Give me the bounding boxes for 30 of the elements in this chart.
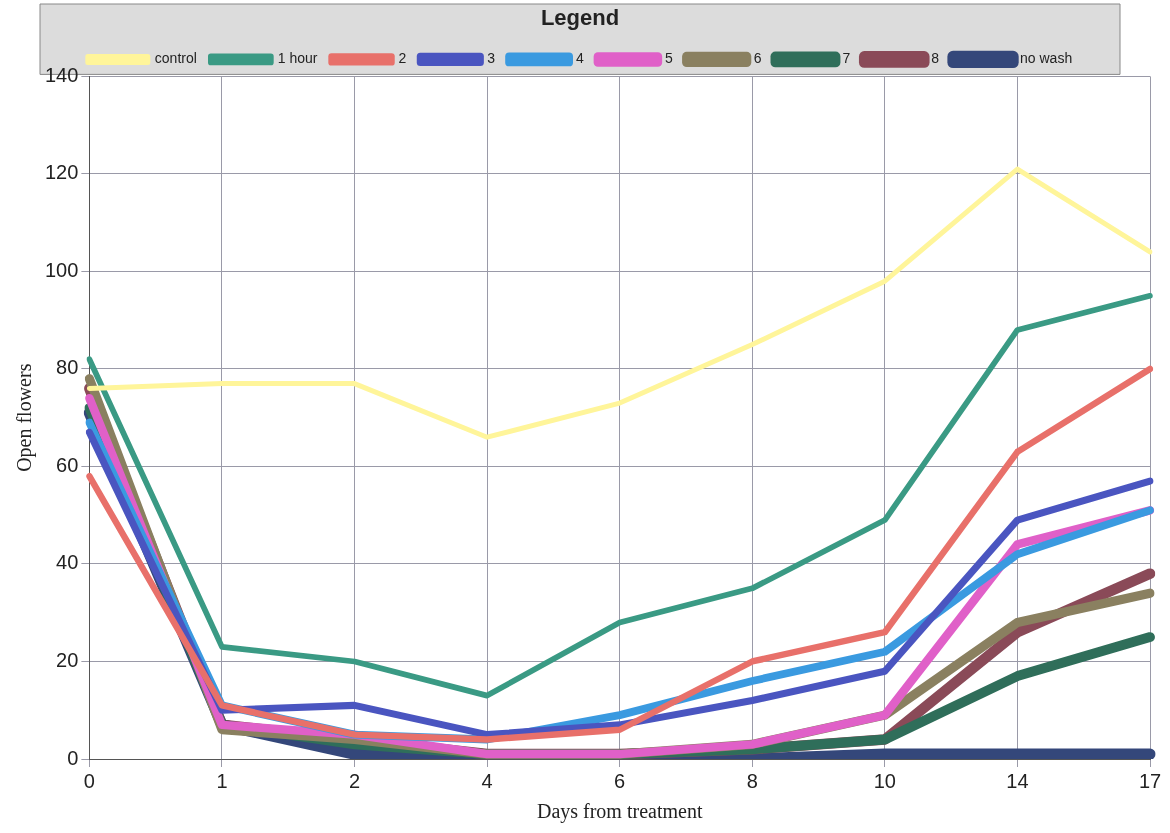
- x-tick-label: 2: [348, 769, 361, 792]
- x-tick-label: 14: [1006, 769, 1029, 792]
- y-tick-label: 40: [56, 551, 79, 574]
- legend-label: 1 hour: [277, 50, 318, 67]
- y-tick-label: 100: [44, 258, 79, 281]
- legend-label: 4: [576, 50, 585, 67]
- legend-label: 2: [398, 50, 407, 67]
- legend-label: control: [154, 50, 197, 67]
- x-tick-label: 4: [481, 769, 493, 792]
- legend-title: Legend: [540, 5, 620, 31]
- legend-label: 8: [931, 50, 940, 67]
- y-tick-label: 140: [44, 63, 79, 86]
- y-tick-label: 0: [67, 746, 79, 769]
- x-axis-title: Days from treatment: [536, 800, 703, 824]
- x-tick-label: 1: [216, 769, 228, 792]
- legend-label: 3: [487, 50, 496, 67]
- legend-label: 7: [842, 50, 851, 67]
- x-tick-label: 10: [873, 769, 896, 792]
- y-tick-label: 20: [56, 649, 79, 671]
- y-tick-label: 60: [56, 453, 79, 476]
- x-tick-label: 17: [1138, 769, 1162, 792]
- y-axis-title: Open flowers: [13, 363, 37, 472]
- x-tick-label: 8: [746, 769, 758, 792]
- x-tick-label: 0: [83, 769, 95, 792]
- legend-label: no wash: [1020, 50, 1073, 67]
- y-tick-label: 120: [44, 161, 79, 184]
- x-tick-label: 6: [614, 769, 626, 792]
- y-tick-label: 80: [56, 356, 79, 379]
- legend-label: 6: [753, 50, 762, 67]
- legend-label: 5: [664, 50, 673, 67]
